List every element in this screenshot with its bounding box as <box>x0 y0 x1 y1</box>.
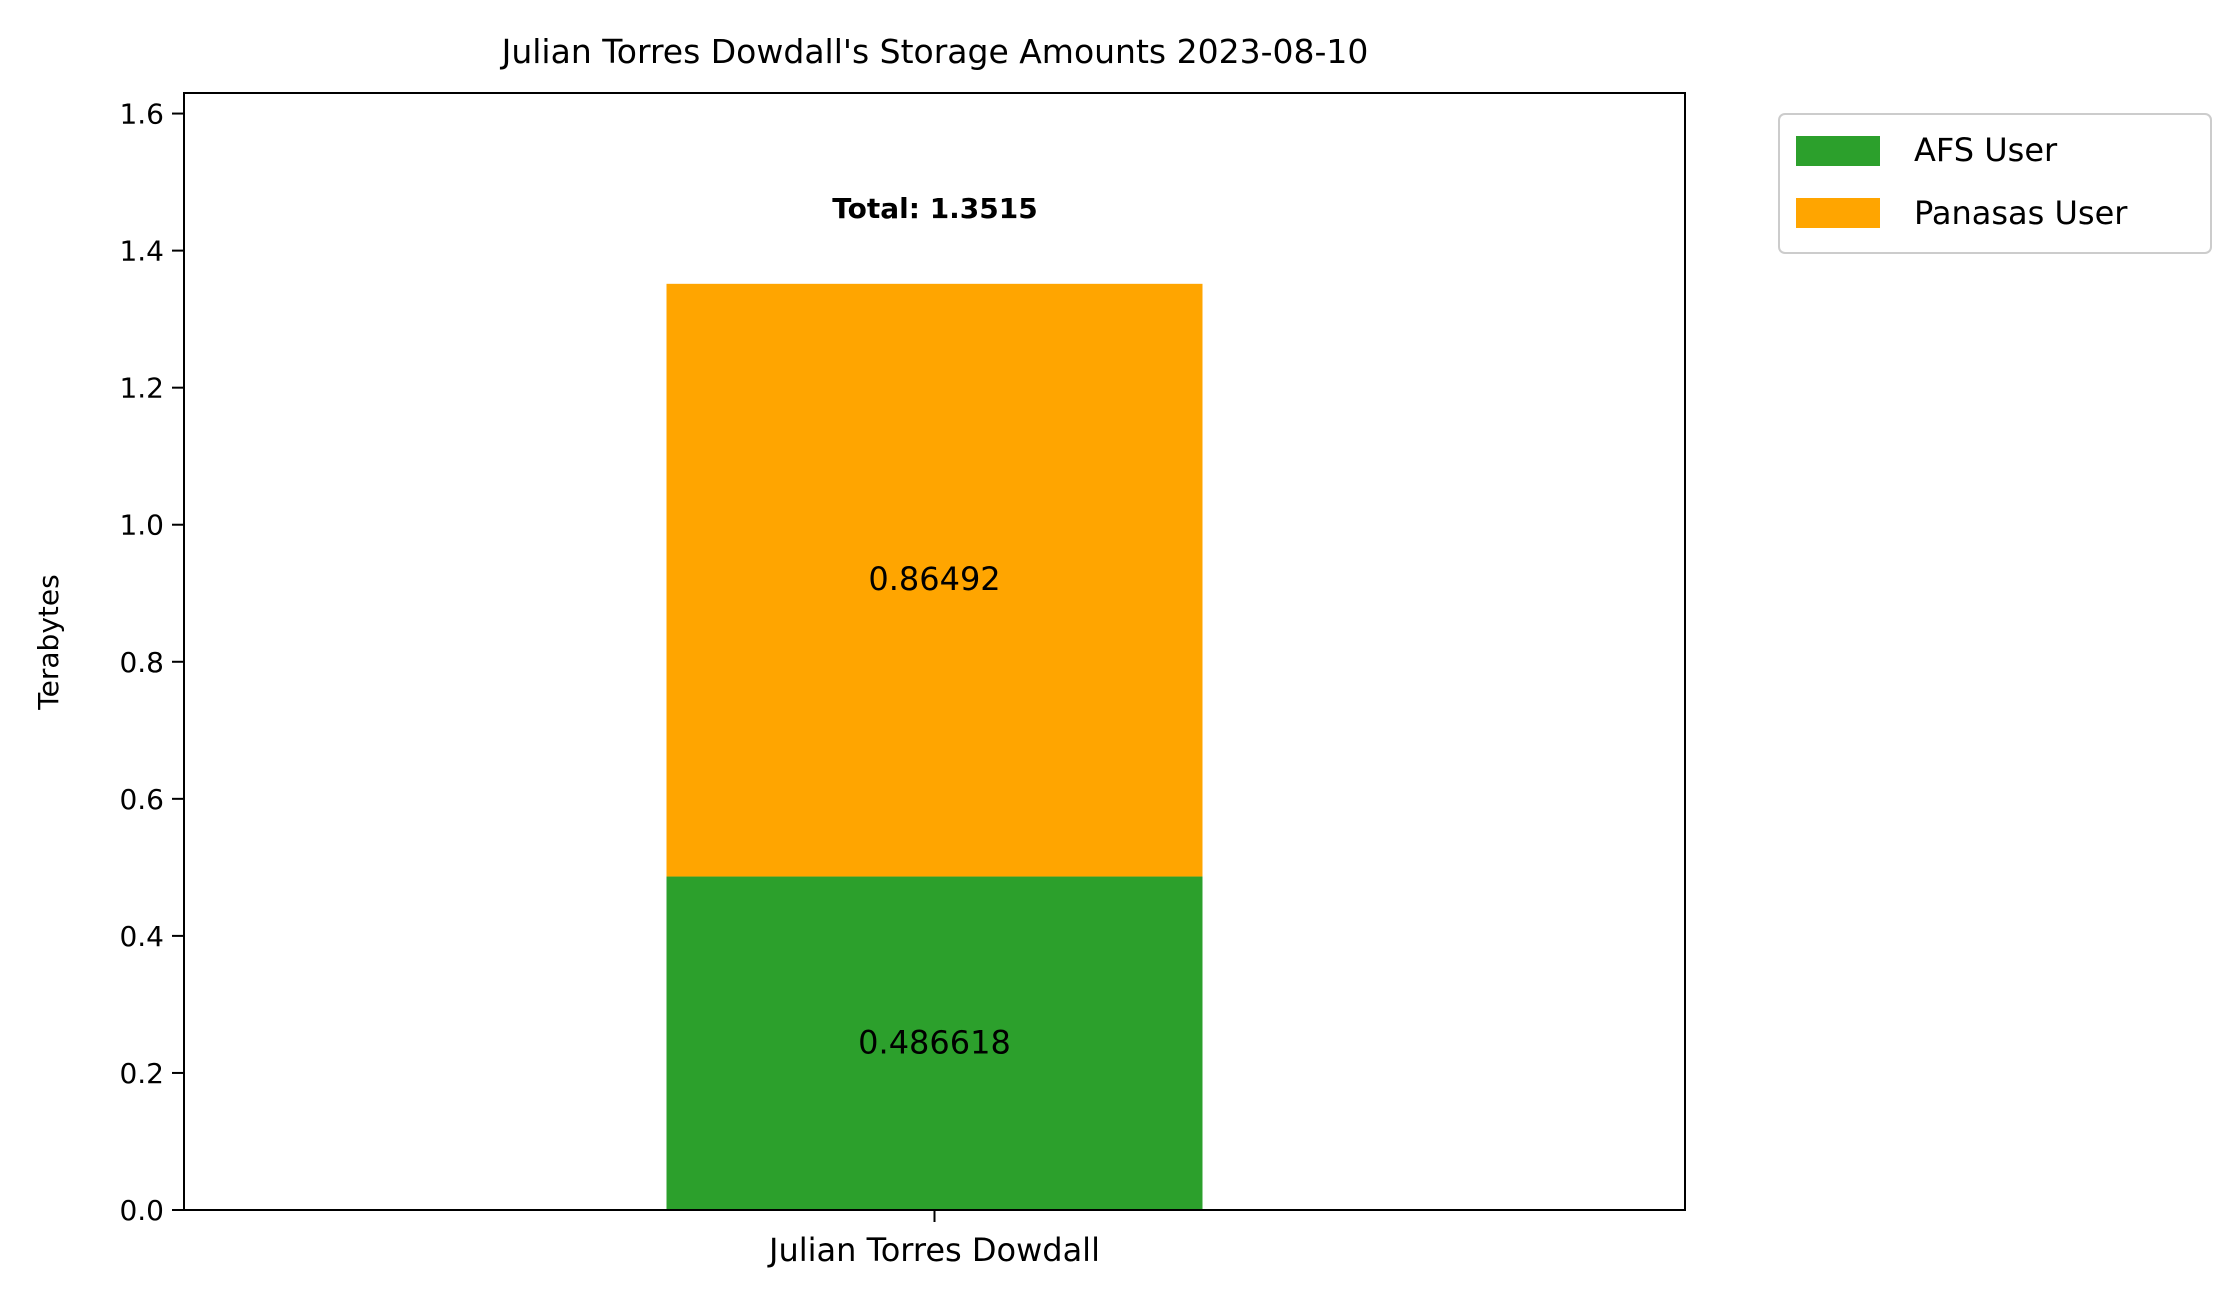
total-label: Total: 1.3515 <box>832 192 1038 225</box>
bar-stack <box>666 283 1203 1210</box>
y-axis-ticks: 0.0 0.2 0.4 0.6 0.8 1.0 1.2 1.4 1.6 <box>119 98 184 1227</box>
y-tick-label: 1.4 <box>119 235 164 268</box>
y-tick-label: 1.0 <box>119 509 164 542</box>
bar-value-labels: 0.486618 0.86492 <box>858 560 1011 1061</box>
bar-segment-afs-user <box>666 876 1203 1210</box>
legend-label-afs-user: AFS User <box>1914 131 2058 169</box>
y-axis-label: Terabytes <box>32 574 65 710</box>
legend-swatch-panasas-user <box>1796 198 1880 228</box>
bar-segment-panasas-user <box>666 283 1203 877</box>
plot-frame <box>183 92 1686 1211</box>
x-tick-label: Julian Torres Dowdall <box>767 1231 1100 1269</box>
bar-value-label-panasas-user: 0.86492 <box>868 560 1000 598</box>
legend-frame <box>1778 113 2212 254</box>
y-tick-label: 0.2 <box>119 1057 164 1090</box>
y-tick-label: 1.2 <box>119 372 164 405</box>
y-tick-label: 0.0 <box>119 1194 164 1227</box>
y-tick-label: 0.4 <box>119 920 164 953</box>
bar-value-label-afs-user: 0.486618 <box>858 1023 1011 1061</box>
legend: AFS User Panasas User <box>1778 113 2212 254</box>
x-axis-ticks: Julian Torres Dowdall <box>767 1210 1100 1269</box>
legend-label-panasas-user: Panasas User <box>1914 194 2128 232</box>
legend-swatch-afs-user <box>1796 136 1880 166</box>
y-tick-label: 0.8 <box>119 646 164 679</box>
y-tick-label: 0.6 <box>119 783 164 816</box>
chart-title: Julian Torres Dowdall's Storage Amounts … <box>500 32 1369 71</box>
y-tick-label: 1.6 <box>119 98 164 131</box>
